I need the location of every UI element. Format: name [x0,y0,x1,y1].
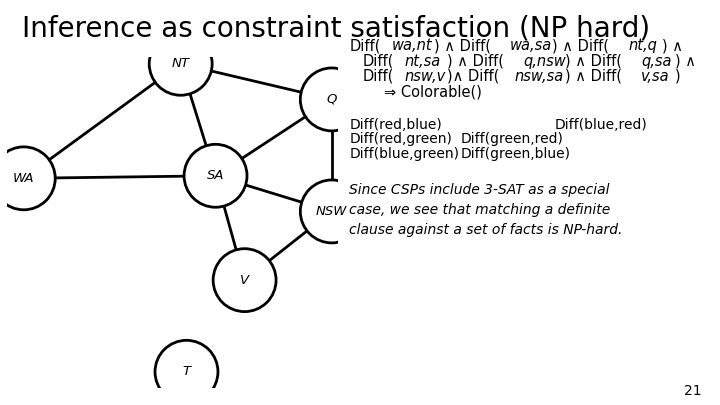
Text: Diff(red,green): Diff(red,green) [349,132,452,146]
Text: Since CSPs include 3-SAT as a special
case, we see that matching a definite
clau: Since CSPs include 3-SAT as a special ca… [349,183,623,237]
Text: ): ) [675,69,680,84]
Text: ) ∧: ) ∧ [662,38,683,53]
Text: 21: 21 [685,384,702,398]
Text: ) ∧: ) ∧ [675,54,696,69]
Text: SA: SA [207,169,225,182]
Text: ) ∧ Diff(: ) ∧ Diff( [565,54,622,69]
Text: T: T [182,365,191,378]
Text: Inference as constraint satisfaction (NP hard): Inference as constraint satisfaction (NP… [22,14,649,42]
Text: nt,q: nt,q [629,38,657,53]
Text: q,nsw: q,nsw [523,54,566,69]
Circle shape [0,147,55,210]
Text: NT: NT [171,57,189,70]
Text: ) ∧ Diff(: ) ∧ Diff( [565,69,622,84]
Circle shape [300,68,364,131]
Text: Diff(red,blue): Diff(red,blue) [349,117,442,132]
Text: wa,nt: wa,nt [392,38,432,53]
Text: ⇒ Colorable(): ⇒ Colorable() [384,84,482,99]
Text: q,sa: q,sa [642,54,672,69]
Text: ) ∧ Diff(: ) ∧ Diff( [446,54,504,69]
Text: ) ∧ Diff(: ) ∧ Diff( [552,38,609,53]
Text: Diff(: Diff( [362,54,394,69]
Text: wa,sa: wa,sa [510,38,552,53]
Circle shape [184,144,247,207]
Text: Diff(green,red): Diff(green,red) [461,132,564,146]
Text: Diff(green,blue): Diff(green,blue) [461,147,571,161]
Text: WA: WA [13,172,35,185]
Text: nt,sa: nt,sa [405,54,441,69]
Circle shape [300,180,364,243]
Text: v,sa: v,sa [642,69,670,84]
Text: Q: Q [327,93,337,106]
Text: Diff(: Diff( [362,69,394,84]
Text: V: V [240,274,249,287]
Circle shape [149,32,212,95]
Text: Diff(blue,green): Diff(blue,green) [349,147,459,161]
Text: nsw,sa: nsw,sa [514,69,564,84]
Circle shape [213,249,276,311]
Text: Diff(: Diff( [349,38,381,53]
Text: ) ∧ Diff(: ) ∧ Diff( [433,38,491,53]
Text: )∧ Diff(: )∧ Diff( [446,69,499,84]
Text: nsw,v: nsw,v [405,69,446,84]
Text: NSW: NSW [316,205,348,218]
Circle shape [155,340,218,403]
Text: Diff(blue,red): Diff(blue,red) [554,117,647,132]
